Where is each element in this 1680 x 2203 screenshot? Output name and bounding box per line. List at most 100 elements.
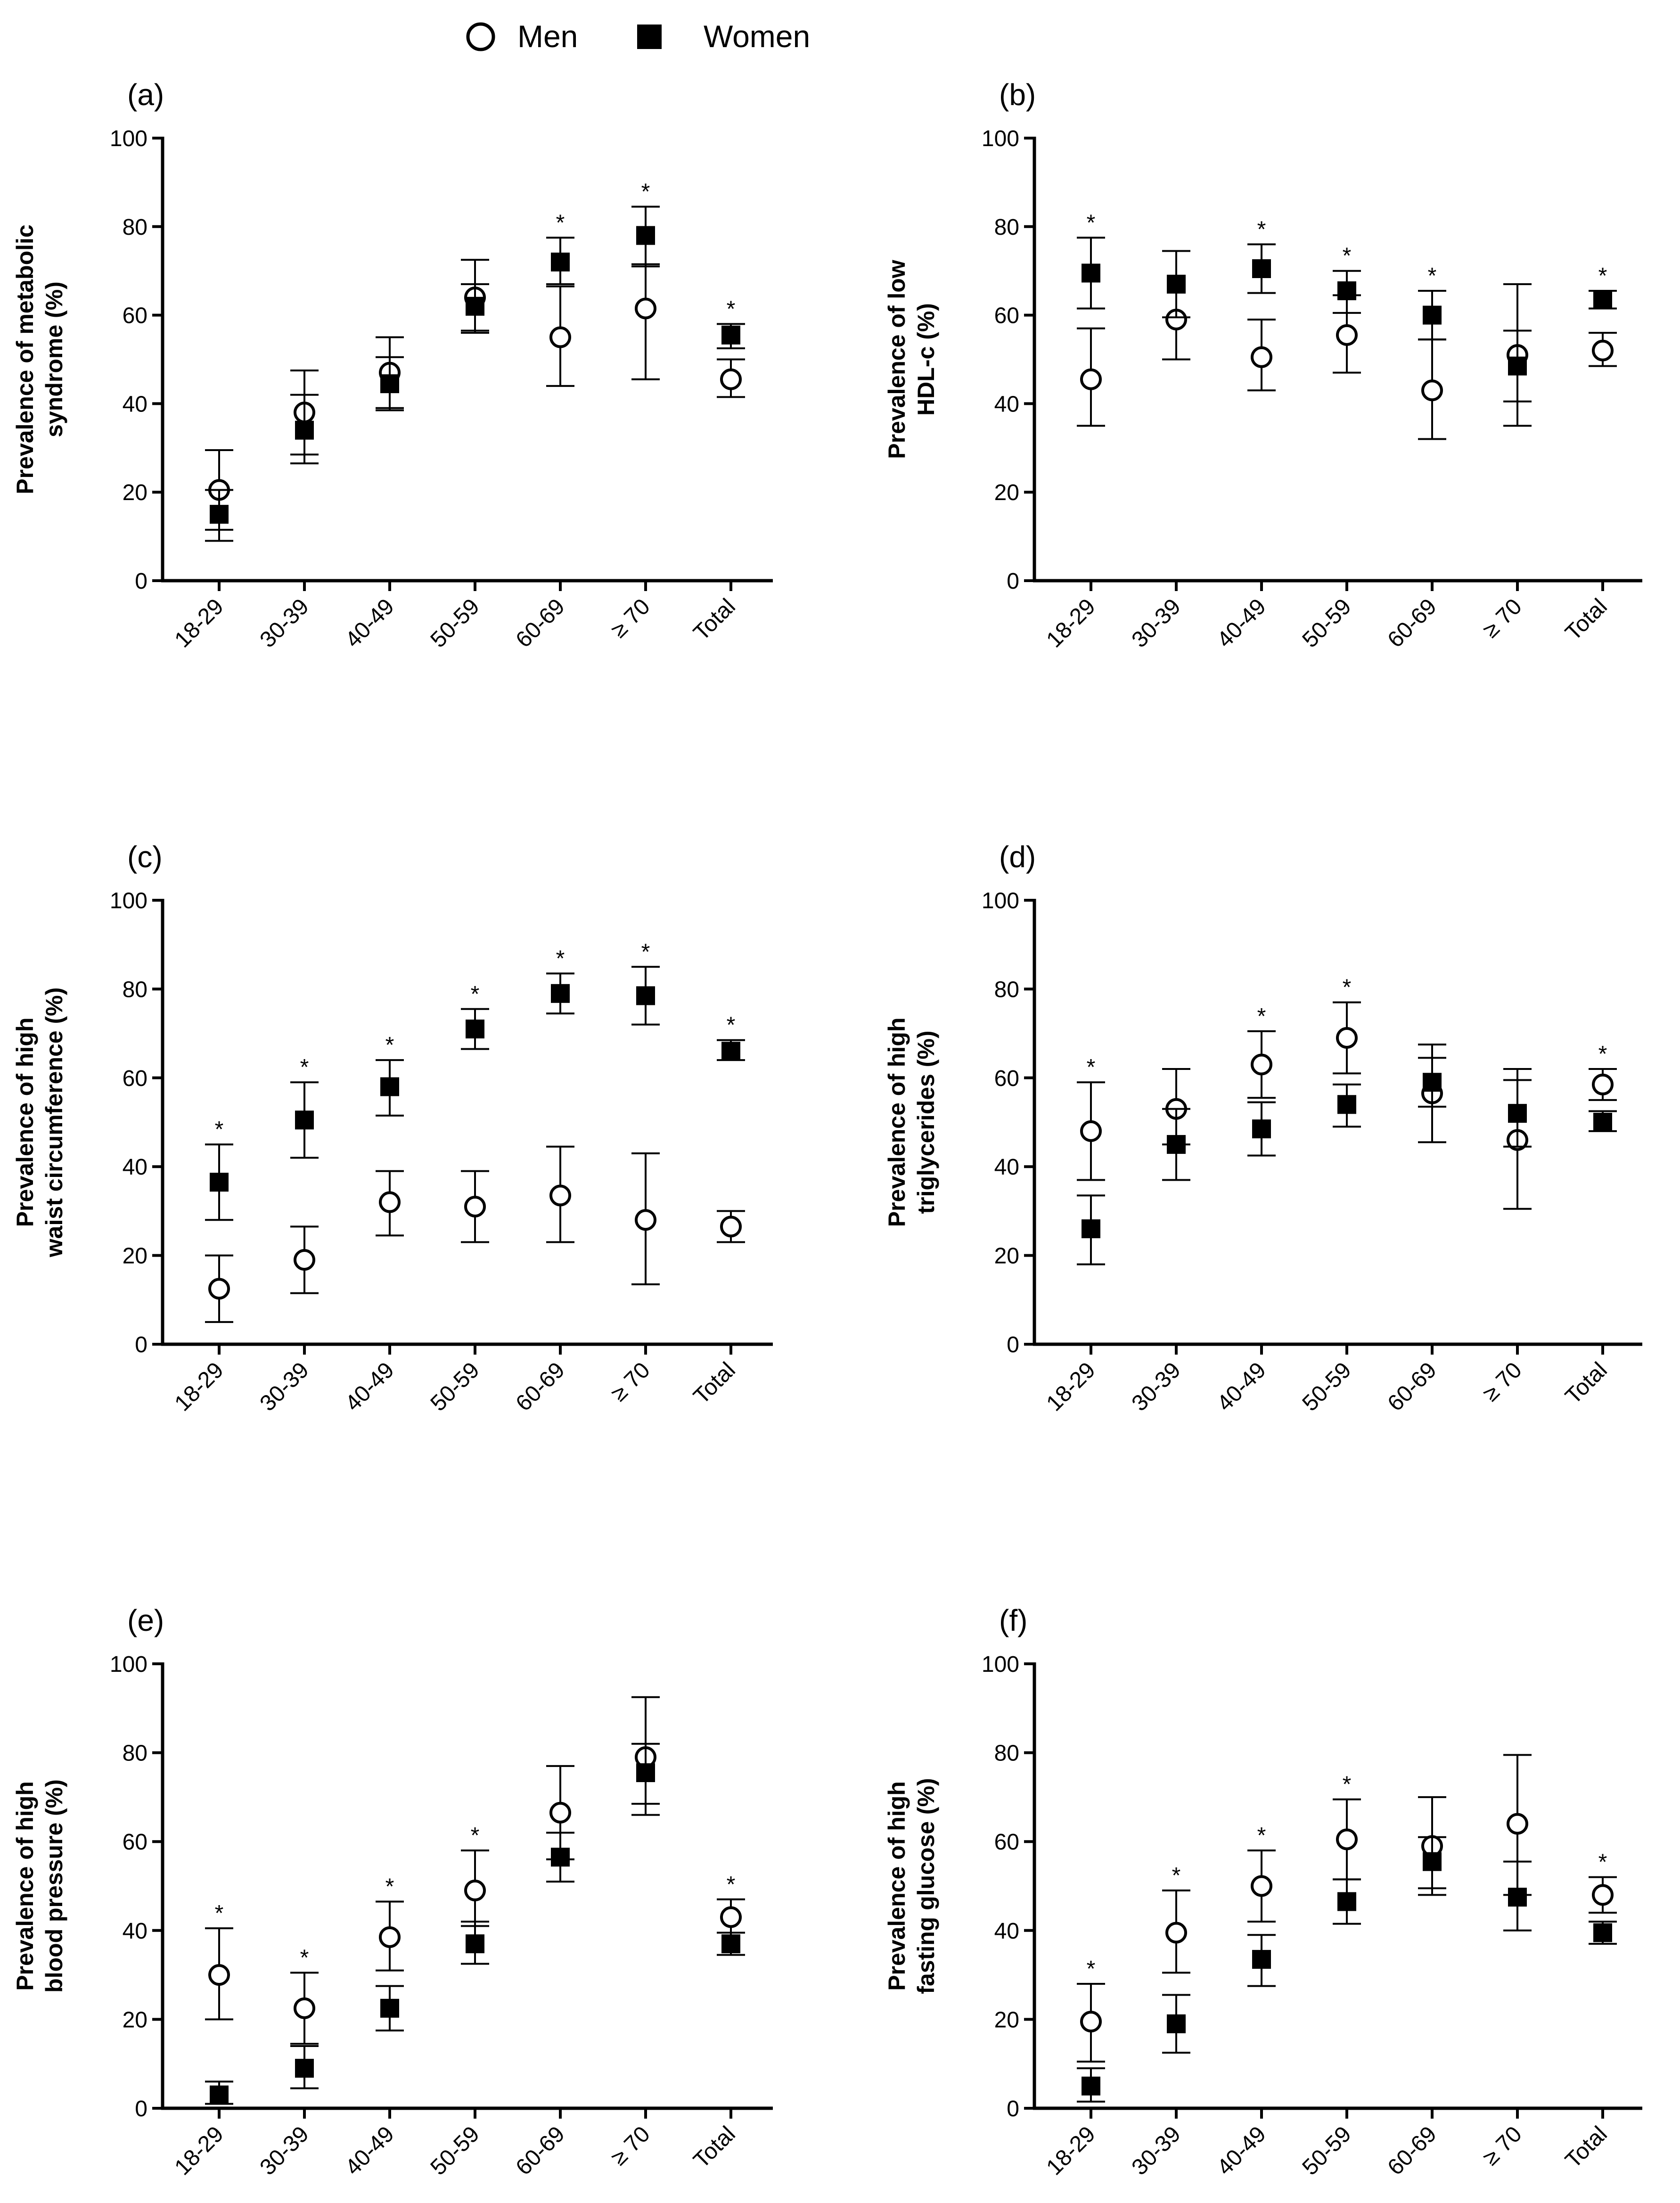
significance-marker: * bbox=[1172, 1863, 1181, 1888]
chart-panel: (f) 0 20 40 60 80 100 Prevalence of high fasting… bbox=[884, 1603, 1642, 2180]
significance-marker: * bbox=[727, 1013, 736, 1038]
data-point-men bbox=[294, 1997, 315, 2019]
x-tick-label: 40-49 bbox=[1212, 594, 1270, 652]
data-point-women bbox=[210, 505, 229, 524]
data-point-women bbox=[380, 1077, 399, 1096]
data-point-women bbox=[1337, 1095, 1356, 1114]
y-tick-label: 20 bbox=[123, 1244, 148, 1269]
data-point-women bbox=[1337, 281, 1356, 300]
significance-marker: * bbox=[215, 1117, 224, 1142]
x-tick-label: 60-69 bbox=[1383, 594, 1441, 652]
y-tick-label: 100 bbox=[110, 1652, 148, 1677]
y-axis-label: Prevalence of low bbox=[884, 260, 910, 459]
y-tick-label: 100 bbox=[982, 888, 1019, 913]
data-point-women bbox=[1167, 2014, 1186, 2033]
significance-marker: * bbox=[471, 1823, 480, 1848]
y-tick-label: 80 bbox=[994, 215, 1019, 240]
y-tick-label: 40 bbox=[994, 392, 1019, 417]
data-point-women bbox=[1082, 1219, 1100, 1239]
data-point-men bbox=[294, 1249, 315, 1271]
panel-label: (c) bbox=[127, 840, 163, 874]
data-point-men bbox=[1336, 1828, 1358, 1850]
data-point-men bbox=[1080, 1120, 1102, 1142]
y-tick-label: 60 bbox=[123, 1066, 148, 1091]
data-point-women bbox=[210, 1173, 229, 1192]
legend-women-label: Women bbox=[704, 19, 810, 54]
x-tick-label: 18-29 bbox=[170, 1357, 228, 1416]
series-men bbox=[1077, 1754, 1617, 2063]
data-point-men bbox=[1592, 339, 1614, 362]
series-women bbox=[1077, 237, 1617, 403]
significance-marker: * bbox=[727, 1872, 736, 1897]
chart-panel: (b) 0 20 40 60 80 100 Prevalence of low HDL-c (%… bbox=[884, 78, 1642, 653]
legend-men-marker bbox=[466, 22, 495, 51]
x-tick-label: 30-39 bbox=[1127, 2121, 1185, 2180]
y-axis-label: Prevalence of high bbox=[12, 1781, 38, 1991]
y-axis-label: waist circumference (%) bbox=[41, 987, 67, 1258]
data-point-men bbox=[635, 1209, 656, 1231]
y-axis-label: fasting glucose (%) bbox=[913, 1778, 939, 1994]
x-tick-label: 50-59 bbox=[426, 1357, 484, 1416]
panel-label: (d) bbox=[999, 840, 1036, 874]
y-tick-label: 100 bbox=[110, 888, 148, 913]
y-tick-label: 60 bbox=[994, 1830, 1019, 1855]
data-point-women bbox=[1508, 356, 1527, 376]
significance-marker: * bbox=[1257, 217, 1266, 242]
data-point-men bbox=[464, 1879, 486, 1901]
significance-marker: * bbox=[1087, 1055, 1096, 1080]
data-point-women bbox=[1423, 305, 1442, 325]
y-tick-label: 20 bbox=[994, 1244, 1019, 1269]
y-axis-label: Prevalence of high bbox=[884, 1018, 910, 1227]
data-point-women bbox=[466, 1019, 484, 1039]
x-tick-label: 50-59 bbox=[426, 2121, 484, 2180]
x-tick-label: 50-59 bbox=[426, 594, 484, 652]
data-point-women bbox=[1082, 263, 1100, 283]
x-tick-label: 60-69 bbox=[511, 594, 569, 652]
significance-marker: * bbox=[1257, 1004, 1266, 1029]
x-tick-label: ≥ 70 bbox=[1478, 2121, 1526, 2170]
data-point-women bbox=[380, 374, 399, 394]
data-point-men bbox=[1080, 2011, 1102, 2033]
x-tick-label: ≥ 70 bbox=[1478, 594, 1526, 642]
x-tick-label: ≥ 70 bbox=[606, 594, 655, 642]
y-tick-label: 0 bbox=[135, 2096, 148, 2121]
significance-marker: * bbox=[385, 1874, 394, 1899]
data-point-women bbox=[1423, 1852, 1442, 1871]
x-tick-label: 18-29 bbox=[1041, 2121, 1100, 2180]
chart-panel: (e) 0 20 40 60 80 100 Prevalence of high blood p… bbox=[12, 1603, 773, 2180]
data-point-women bbox=[1252, 259, 1271, 279]
legend: Men Women bbox=[466, 19, 810, 54]
y-tick-label: 40 bbox=[123, 1155, 148, 1180]
significance-marker: * bbox=[1343, 975, 1352, 1000]
y-tick-label: 80 bbox=[123, 215, 148, 240]
data-point-men bbox=[1336, 1027, 1358, 1049]
significance-marker: * bbox=[1087, 1956, 1096, 1981]
panels: (a) 0 20 40 60 80 100 Prevalence of metabolic sy… bbox=[12, 78, 1642, 2180]
y-axis-label: Prevalence of metabolic bbox=[12, 224, 38, 494]
data-point-women bbox=[210, 2085, 229, 2104]
y-tick-label: 60 bbox=[994, 304, 1019, 329]
significance-marker: * bbox=[641, 939, 650, 964]
x-tick-label: 18-29 bbox=[170, 594, 228, 652]
x-tick-label: 40-49 bbox=[340, 1357, 399, 1416]
data-point-men bbox=[635, 297, 656, 320]
significance-marker: * bbox=[471, 982, 480, 1007]
y-tick-label: 100 bbox=[982, 1652, 1019, 1677]
x-tick-label: Total bbox=[1561, 594, 1612, 645]
y-tick-label: 60 bbox=[123, 304, 148, 329]
data-point-women bbox=[1593, 1923, 1612, 1942]
data-point-women bbox=[1252, 1119, 1271, 1139]
data-point-women bbox=[1252, 1950, 1271, 1969]
chart-panel: (a) 0 20 40 60 80 100 Prevalence of metabolic sy… bbox=[12, 78, 773, 653]
data-point-men bbox=[1336, 324, 1358, 346]
series-women bbox=[1077, 1836, 1617, 2103]
data-point-men bbox=[1165, 1922, 1187, 1944]
y-tick-label: 40 bbox=[123, 392, 148, 417]
y-tick-label: 20 bbox=[123, 480, 148, 505]
data-point-women bbox=[551, 252, 570, 271]
y-tick-label: 0 bbox=[135, 569, 148, 594]
x-tick-label: 18-29 bbox=[170, 2121, 228, 2180]
data-point-men bbox=[1251, 1875, 1272, 1897]
x-tick-label: Total bbox=[1561, 1357, 1612, 1409]
x-tick-label: 50-59 bbox=[1297, 1357, 1356, 1416]
